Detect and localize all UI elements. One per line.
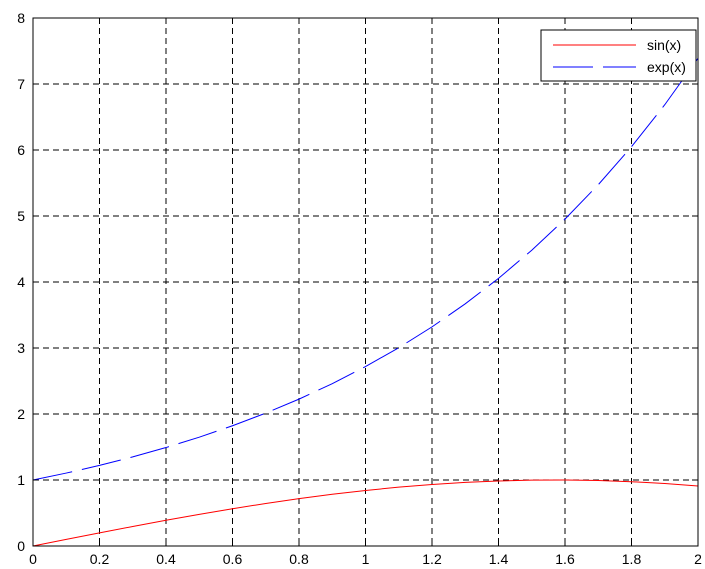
- x-tick-label: 1.8: [622, 551, 642, 567]
- y-tick-label: 4: [17, 274, 25, 290]
- x-tick-label: 1.6: [555, 551, 575, 567]
- x-tick-label: 0.4: [156, 551, 176, 567]
- y-tick-label: 2: [17, 406, 25, 422]
- legend-label-exp: exp(x): [647, 59, 686, 75]
- legend: sin(x) exp(x): [540, 29, 697, 82]
- legend-label-sin: sin(x): [647, 37, 681, 53]
- x-tick-label: 0.6: [223, 551, 243, 567]
- y-tick-label: 1: [17, 472, 25, 488]
- y-tick-label: 7: [17, 76, 25, 92]
- axis-ticks: 0 0.2 0.4 0.6 0.8 1 1.2 1.4 1.6 1.8 2 0 1 2 3 4 5 6 7 8: [17, 10, 702, 567]
- x-tick-label: 1: [362, 551, 370, 567]
- x-tick-label: 2: [694, 551, 702, 567]
- y-tick-label: 8: [17, 10, 25, 26]
- y-tick-label: 3: [17, 340, 25, 356]
- series-group: [32, 58, 699, 547]
- y-tick-label: 5: [17, 208, 25, 224]
- x-tick-label: 0: [29, 551, 37, 567]
- y-tick-label: 0: [17, 538, 25, 554]
- series-line-exp: [32, 58, 699, 481]
- x-tick-label: 0.8: [289, 551, 309, 567]
- series-line-sin: [32, 479, 699, 547]
- y-tick-label: 6: [17, 142, 25, 158]
- x-tick-label: 1.2: [422, 551, 442, 567]
- x-tick-label: 1.4: [489, 551, 509, 567]
- grid: [33, 18, 698, 546]
- legend-box: [540, 29, 697, 82]
- x-tick-label: 0.2: [90, 551, 110, 567]
